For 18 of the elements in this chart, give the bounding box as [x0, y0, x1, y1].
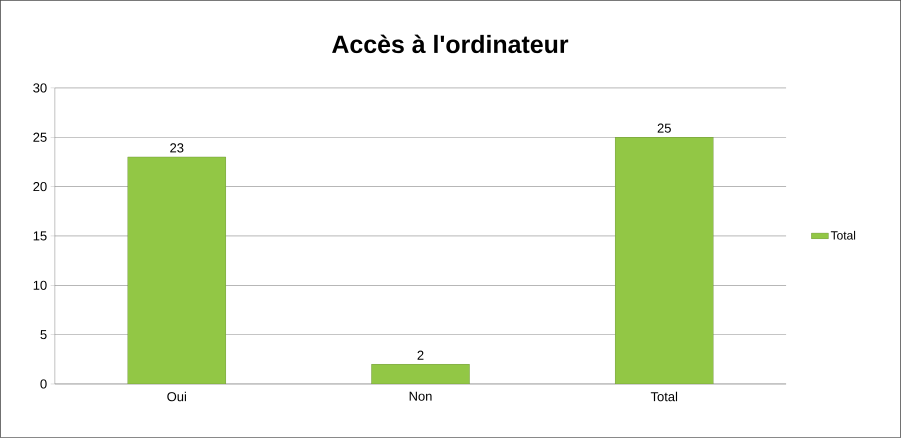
- x-tick-label: Total: [650, 392, 678, 402]
- y-tick-label: 0: [40, 379, 47, 389]
- bar: [128, 156, 226, 384]
- x-tick-label: Oui: [167, 392, 186, 402]
- data-label: 25: [658, 124, 671, 133]
- y-tick-label: 10: [34, 280, 47, 290]
- chart-title: Accès à l'ordinateur: [332, 34, 568, 54]
- legend-label: Total: [830, 230, 856, 240]
- y-tick-label: 15: [34, 231, 47, 241]
- y-tick-label: 5: [40, 330, 47, 340]
- bar: [615, 137, 714, 384]
- x-tick-label: Non: [410, 392, 432, 401]
- bar: [371, 364, 470, 384]
- y-tick-label: 25: [33, 132, 47, 142]
- data-label: 2: [418, 350, 424, 360]
- y-tick-label: 20: [33, 182, 47, 192]
- y-tick-label: 30: [33, 83, 47, 93]
- data-label: 23: [170, 143, 184, 153]
